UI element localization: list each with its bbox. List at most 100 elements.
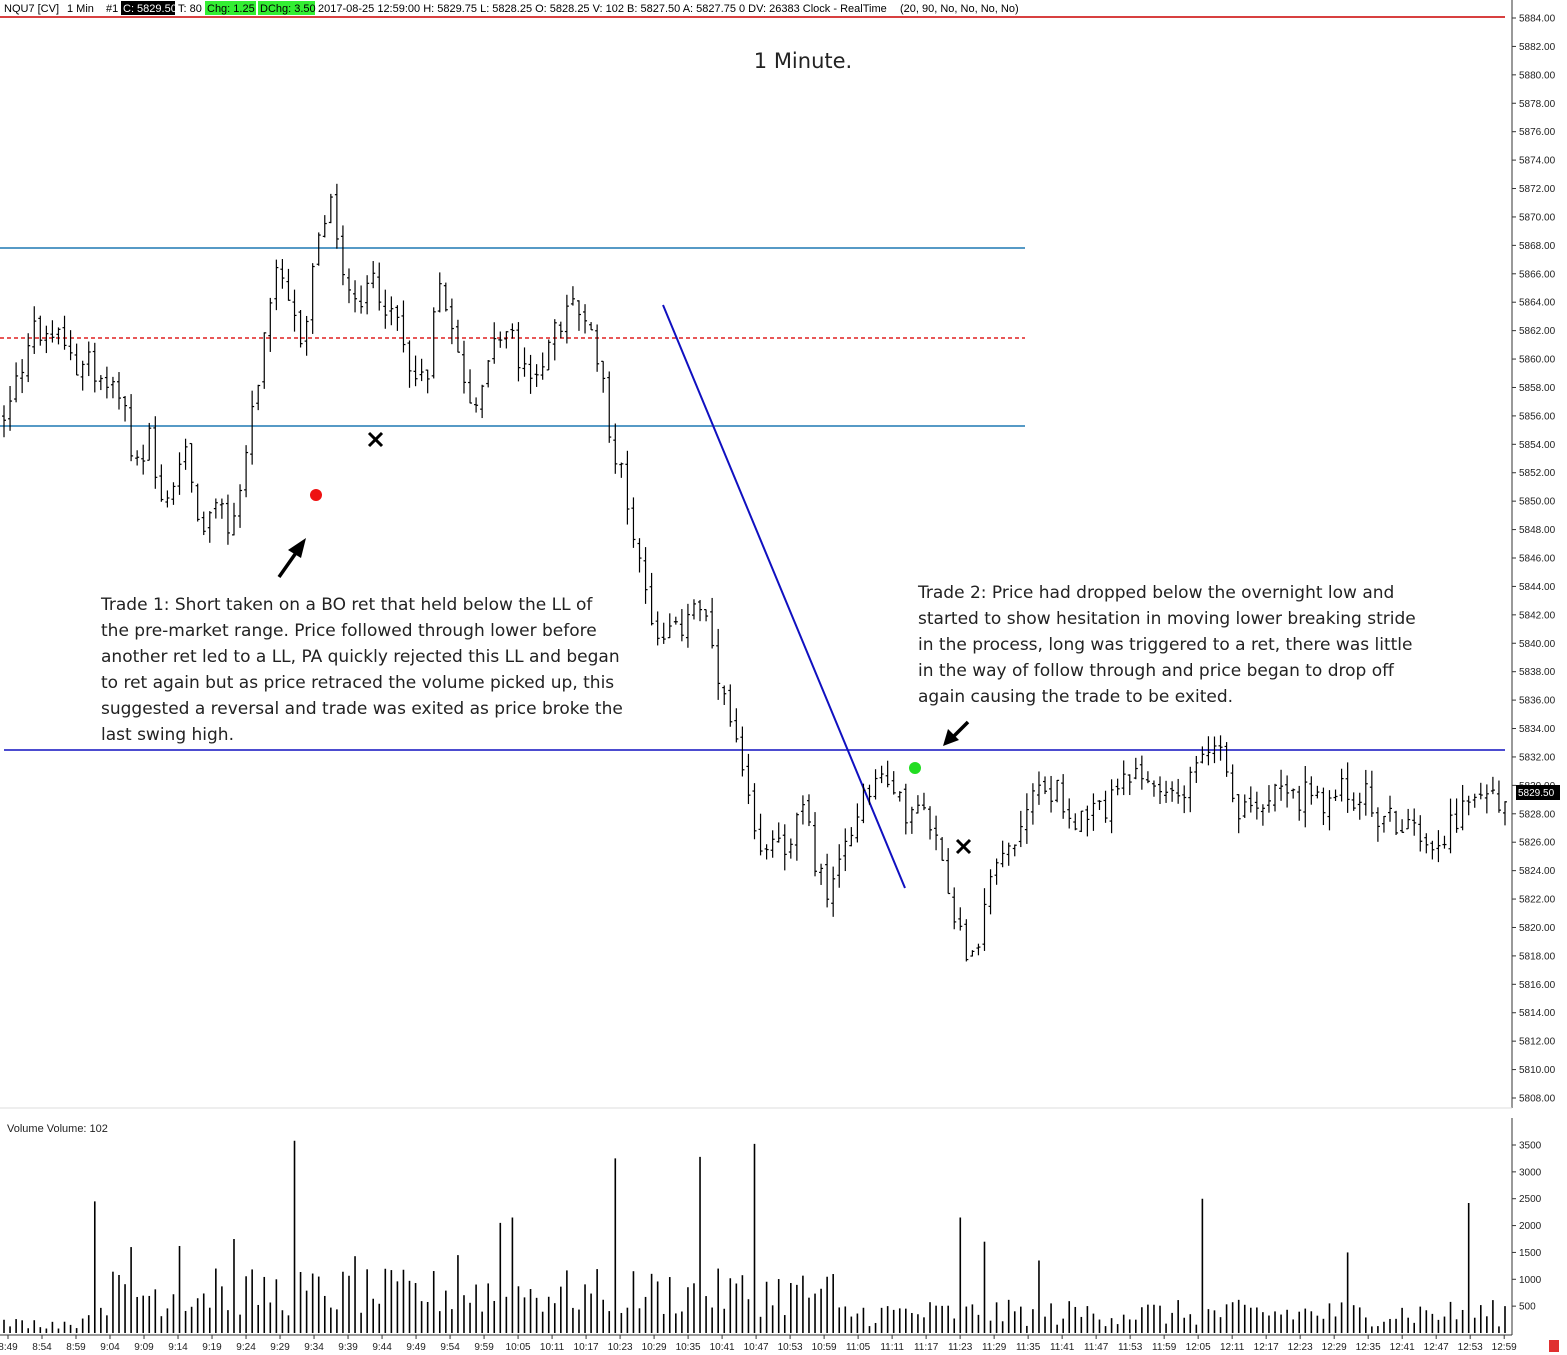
volume-tick-label: 3000 <box>1519 1167 1542 1178</box>
time-tick-label: 12:11 <box>1220 1342 1245 1353</box>
time-tick-label: 10:23 <box>608 1342 633 1353</box>
time-tick-label: 9:09 <box>134 1342 154 1353</box>
price-bars <box>2 183 1507 962</box>
interval-label[interactable]: 1 Min <box>67 3 94 15</box>
price-tick-label: 5832.00 <box>1519 752 1556 763</box>
price-tick-label: 5870.00 <box>1519 212 1556 223</box>
price-tick-label: 5816.00 <box>1519 980 1556 991</box>
chart-number-label: #1 <box>106 3 118 15</box>
price-tick-label: 5828.00 <box>1519 809 1556 820</box>
price-tick-label: 5854.00 <box>1519 440 1556 451</box>
time-tick-label: 10:29 <box>642 1342 667 1353</box>
close-readout: C: 5829.50 <box>123 3 177 15</box>
time-tick-label: 11:41 <box>1050 1342 1075 1353</box>
time-tick-label: 12:05 <box>1186 1342 1211 1353</box>
time-axis[interactable]: 8:49 8:54 8:59 9:04 9:09 9:14 9:19 9:24 9:29 9:34… <box>0 1335 1517 1353</box>
change-readout: Chg: 1.25 <box>207 3 255 15</box>
time-tick-label: 9:49 <box>406 1342 426 1353</box>
time-tick-label: 11:11 <box>880 1342 904 1353</box>
price-tick-label: 5808.00 <box>1519 1094 1556 1105</box>
long-entry-marker <box>909 762 921 774</box>
trade2-annotation: Trade 2: Price had dropped below the ove… <box>917 583 1416 707</box>
day-change-readout: DChg: 3.50 <box>260 3 316 15</box>
price-tick-label: 5884.00 <box>1519 14 1556 25</box>
time-tick-label: 12:29 <box>1322 1342 1347 1353</box>
time-tick-label: 8:49 <box>0 1342 18 1353</box>
volume-tick-label: 3500 <box>1519 1141 1542 1152</box>
price-tick-label: 5858.00 <box>1519 383 1556 394</box>
annotation-line: in the way of follow through and price b… <box>918 661 1395 681</box>
price-tick-label: 5862.00 <box>1519 326 1556 337</box>
time-tick-label: 12:53 <box>1458 1342 1483 1353</box>
time-tick-label: 9:44 <box>372 1342 392 1353</box>
annotation-line: another ret led to a LL, PA quickly reje… <box>101 647 620 667</box>
price-tick-label: 5868.00 <box>1519 241 1556 252</box>
price-tick-label: 5820.00 <box>1519 923 1556 934</box>
exit-marker-trade2 <box>955 838 972 855</box>
price-tick-label: 5838.00 <box>1519 667 1556 678</box>
volume-label: Volume Volume: 102 <box>7 1123 108 1135</box>
study-params-readout: (20, 90, No, No, No, No) <box>900 3 1019 15</box>
time-tick-label: 11:35 <box>1016 1342 1041 1353</box>
price-tick-label: 5818.00 <box>1519 951 1556 962</box>
exit-marker-trade1 <box>367 431 384 448</box>
price-tick-label: 5846.00 <box>1519 554 1556 565</box>
price-axis[interactable]: 5808.00 5810.00 5812.00 5814.00 5816.00 5818.… <box>1512 14 1556 1105</box>
price-tick-label: 5836.00 <box>1519 696 1556 707</box>
price-tick-label: 5866.00 <box>1519 269 1556 280</box>
time-tick-label: 11:29 <box>982 1342 1007 1353</box>
arrow-trade2 <box>943 720 970 746</box>
time-tick-label: 10:11 <box>540 1342 565 1353</box>
time-tick-label: 10:41 <box>710 1342 735 1353</box>
time-tick-label: 10:47 <box>744 1342 769 1353</box>
annotation-line: to ret again but as price retraced the v… <box>101 673 614 693</box>
volume-bars <box>3 1140 1506 1333</box>
time-tick-label: 10:17 <box>574 1342 599 1353</box>
time-tick-label: 9:59 <box>474 1342 494 1353</box>
annotation-line: the pre-market range. Price followed thr… <box>101 621 597 641</box>
annotation-line: Trade 1: Short taken on a BO ret that he… <box>100 595 593 615</box>
price-tick-label: 5872.00 <box>1519 184 1556 195</box>
volume-tick-label: 1500 <box>1519 1248 1542 1259</box>
volume-axis[interactable]: 500 1000 1500 2000 2500 3000 3500 <box>1512 1141 1542 1313</box>
price-tick-label: 5814.00 <box>1519 1008 1556 1019</box>
scroll-indicator[interactable] <box>1549 1340 1559 1352</box>
time-tick-label: 12:23 <box>1288 1342 1313 1353</box>
price-tick-label: 5840.00 <box>1519 639 1556 650</box>
price-tick-label: 5878.00 <box>1519 99 1556 110</box>
time-tick-label: 11:47 <box>1084 1342 1109 1353</box>
volume-tick-label: 500 <box>1519 1302 1536 1313</box>
time-tick-label: 9:54 <box>440 1342 460 1353</box>
time-tick-label: 11:17 <box>914 1342 939 1353</box>
last-price-label: 5829.50 <box>1518 788 1555 799</box>
price-tick-label: 5856.00 <box>1519 411 1556 422</box>
annotation-line: last swing high. <box>101 725 234 745</box>
time-tick-label: 9:39 <box>338 1342 358 1353</box>
time-tick-label: 12:41 <box>1390 1342 1415 1353</box>
time-tick-label: 9:19 <box>202 1342 222 1353</box>
symbol-label[interactable]: NQU7 [CV] <box>4 3 59 15</box>
price-tick-label: 5864.00 <box>1519 298 1556 309</box>
time-tick-label: 8:59 <box>66 1342 86 1353</box>
time-tick-label: 12:35 <box>1356 1342 1381 1353</box>
annotation-line: again causing the trade to be exited. <box>918 687 1233 707</box>
price-tick-label: 5812.00 <box>1519 1037 1556 1048</box>
volume-tick-label: 1000 <box>1519 1275 1542 1286</box>
price-tick-label: 5852.00 <box>1519 468 1556 479</box>
price-tick-label: 5850.00 <box>1519 497 1556 508</box>
price-tick-label: 5880.00 <box>1519 70 1556 81</box>
trade1-annotation: Trade 1: Short taken on a BO ret that he… <box>100 595 623 745</box>
ticks-readout: T: 80 <box>178 3 202 15</box>
price-tick-label: 5834.00 <box>1519 724 1556 735</box>
time-tick-label: 9:04 <box>100 1342 120 1353</box>
arrow-trade1 <box>277 538 306 579</box>
volume-tick-label: 2000 <box>1519 1221 1542 1232</box>
price-tick-label: 5826.00 <box>1519 838 1556 849</box>
price-tick-label: 5848.00 <box>1519 525 1556 536</box>
time-tick-label: 8:54 <box>32 1342 52 1353</box>
time-tick-label: 11:59 <box>1152 1342 1177 1353</box>
volume-tick-label: 2500 <box>1519 1194 1542 1205</box>
time-tick-label: 9:29 <box>270 1342 290 1353</box>
price-tick-label: 5822.00 <box>1519 895 1556 906</box>
